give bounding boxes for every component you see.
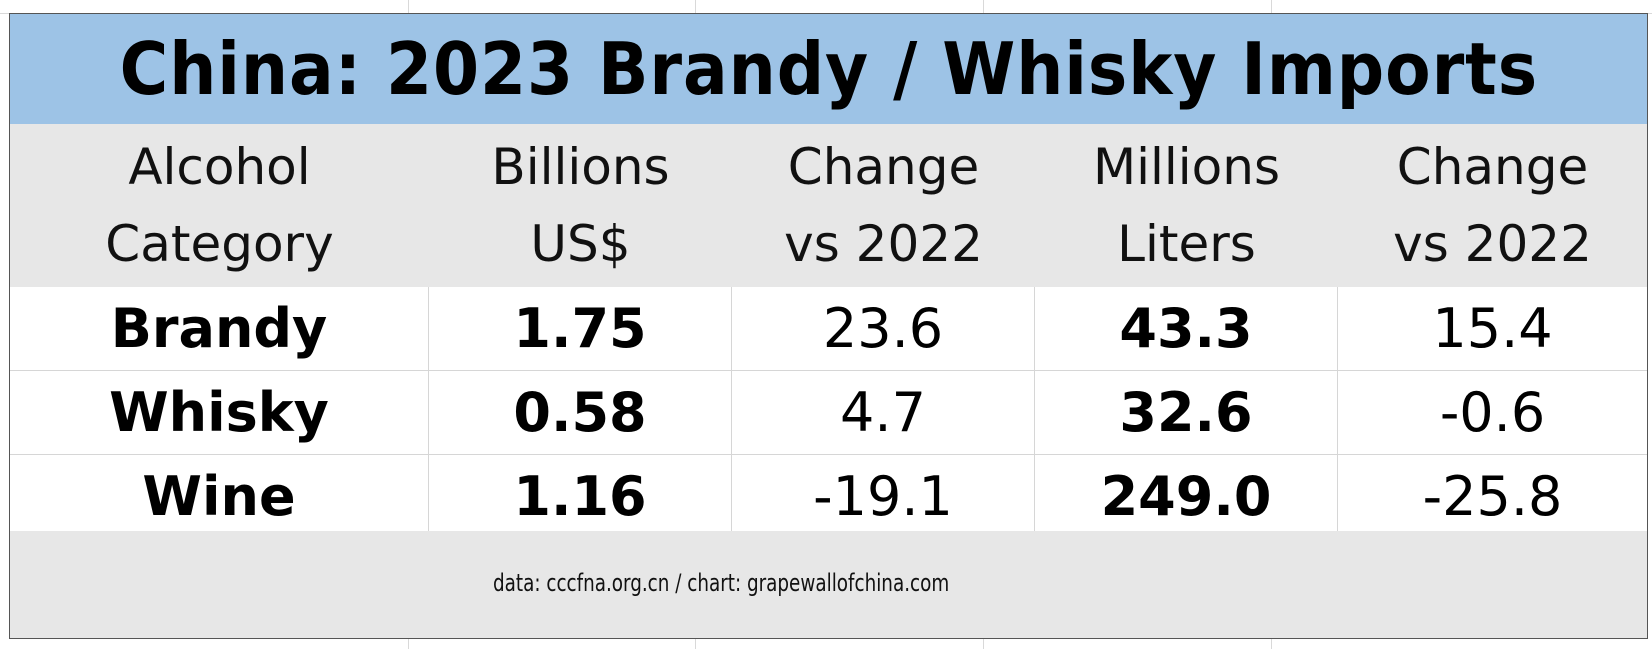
liters-cell: 32.6 — [1035, 371, 1338, 455]
import-table: China: 2023 Brandy / Whisky Imports Alco… — [9, 13, 1648, 639]
table-row: Brandy 1.75 23.6 43.3 15.4 — [10, 287, 1647, 371]
liters-change-cell: -25.8 — [1338, 455, 1647, 539]
category-cell: Whisky — [10, 371, 429, 455]
header-line: Category — [105, 214, 334, 273]
table-row: Wine 1.16 -19.1 249.0 -25.8 — [10, 455, 1647, 539]
header-category: Alcohol Category — [10, 124, 429, 287]
title-bar: China: 2023 Brandy / Whisky Imports — [10, 14, 1647, 124]
usd-cell: 1.16 — [429, 455, 732, 539]
category-cell: Wine — [10, 455, 429, 539]
liters-change-cell: 15.4 — [1338, 287, 1647, 371]
header-line: Alcohol — [128, 137, 311, 196]
table-title: China: 2023 Brandy / Whisky Imports — [119, 27, 1538, 111]
liters-change-cell: -0.6 — [1338, 371, 1647, 455]
header-liters: Millions Liters — [1035, 124, 1338, 287]
liters-cell: 43.3 — [1035, 287, 1338, 371]
header-line: Millions — [1092, 137, 1281, 196]
header-line: vs 2022 — [1393, 214, 1592, 273]
header-usd-change: Change vs 2022 — [732, 124, 1035, 287]
category-cell: Brandy — [10, 287, 429, 371]
header-line: Change — [1396, 137, 1589, 196]
usd-change-cell: 23.6 — [732, 287, 1035, 371]
header-line: US$ — [530, 214, 631, 273]
footer: data: cccfna.org.cn / chart: grapewallof… — [10, 531, 1647, 638]
liters-cell: 249.0 — [1035, 455, 1338, 539]
header-usd: Billions US$ — [429, 124, 732, 287]
source-note: data: cccfna.org.cn / chart: grapewallof… — [493, 569, 950, 597]
header-row: Alcohol Category Billions US$ Change vs … — [10, 124, 1647, 287]
usd-cell: 1.75 — [429, 287, 732, 371]
usd-change-cell: -19.1 — [732, 455, 1035, 539]
header-liters-change: Change vs 2022 — [1338, 124, 1647, 287]
header-line: Liters — [1117, 214, 1256, 273]
header-line: vs 2022 — [784, 214, 983, 273]
usd-change-cell: 4.7 — [732, 371, 1035, 455]
header-line: Change — [787, 137, 980, 196]
header-line: Billions — [491, 137, 670, 196]
table-row: Whisky 0.58 4.7 32.6 -0.6 — [10, 371, 1647, 455]
usd-cell: 0.58 — [429, 371, 732, 455]
